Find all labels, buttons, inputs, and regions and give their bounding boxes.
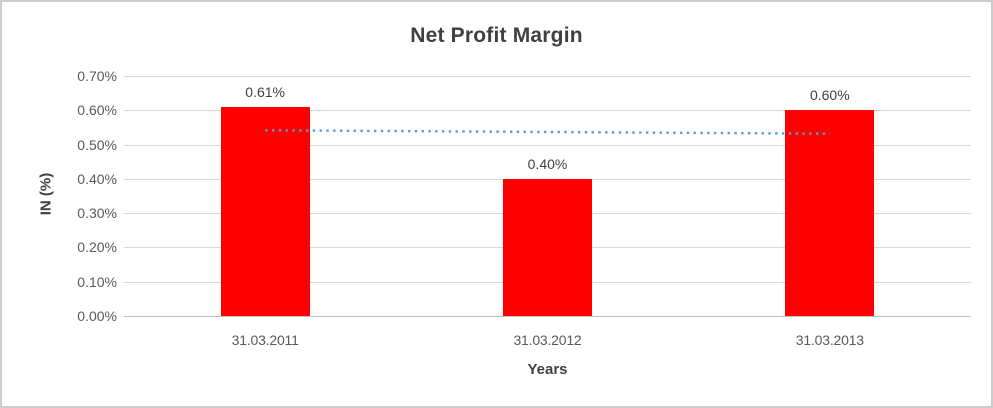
x-axis-title: Years <box>527 361 568 378</box>
plot-area <box>124 76 971 317</box>
bar-data-label: 0.60% <box>809 87 850 104</box>
chart-title: Net Profit Margin <box>410 24 583 47</box>
bar-31.03.2011 <box>220 106 310 316</box>
gridline <box>124 144 971 146</box>
y-axis-tick-label: 0.40% <box>77 170 117 187</box>
bar-data-label: 0.61% <box>245 83 285 100</box>
x-axis-line <box>124 316 971 317</box>
y-axis-tick-label: 0.50% <box>77 136 117 153</box>
x-axis-tick-label: 31.03.2012 <box>513 332 582 348</box>
bar-31.03.2012 <box>503 178 592 316</box>
y-axis-tick-label: 0.20% <box>77 239 117 256</box>
trendline <box>265 129 830 135</box>
bar-data-label: 0.40% <box>527 155 568 172</box>
y-axis-tick-label: 0.70% <box>77 68 117 84</box>
y-axis-tick-label: 0.60% <box>77 102 117 119</box>
bar-31.03.2013 <box>785 110 875 316</box>
x-axis-tick-label: 31.03.2013 <box>795 332 864 348</box>
x-axis-tick-label: 31.03.2011 <box>231 332 299 348</box>
gridline <box>124 76 971 77</box>
y-axis-tick-label: 0.10% <box>77 273 117 290</box>
y-axis-tick-label: 0.00% <box>77 308 117 324</box>
y-axis-tick-label: 0.30% <box>77 205 117 222</box>
gridline <box>124 110 971 112</box>
